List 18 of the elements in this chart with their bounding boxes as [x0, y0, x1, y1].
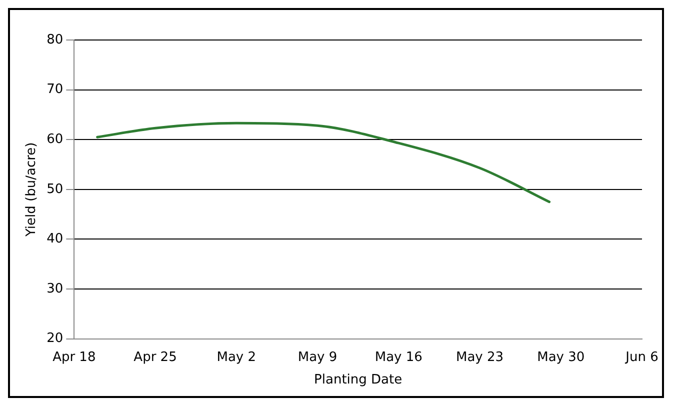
- line-series: [96, 122, 551, 204]
- x-tick-label: May 23: [456, 350, 504, 365]
- x-tick-label: Apr 18: [52, 350, 96, 365]
- y-tick-label: 60: [46, 132, 64, 147]
- x-tick-label: Apr 25: [134, 350, 177, 365]
- x-tick-label: May 9: [298, 350, 338, 365]
- y-tick-label: 30: [46, 281, 64, 296]
- x-tick-label: Jun 6: [624, 350, 658, 365]
- y-tick-label: 70: [46, 82, 64, 98]
- x-axis-title: Planting Date: [314, 372, 402, 388]
- y-tick-label: 40: [46, 232, 64, 247]
- y-tick-label: 80: [46, 32, 64, 48]
- y-tick-label: 20: [46, 331, 64, 346]
- y-tick-label: 50: [46, 182, 64, 197]
- x-tick-label: May 2: [216, 350, 256, 365]
- y-axis-title: Yield (bu/acre): [24, 142, 40, 238]
- x-tick-label: May 30: [537, 350, 585, 365]
- x-tick-label: May 16: [374, 350, 422, 365]
